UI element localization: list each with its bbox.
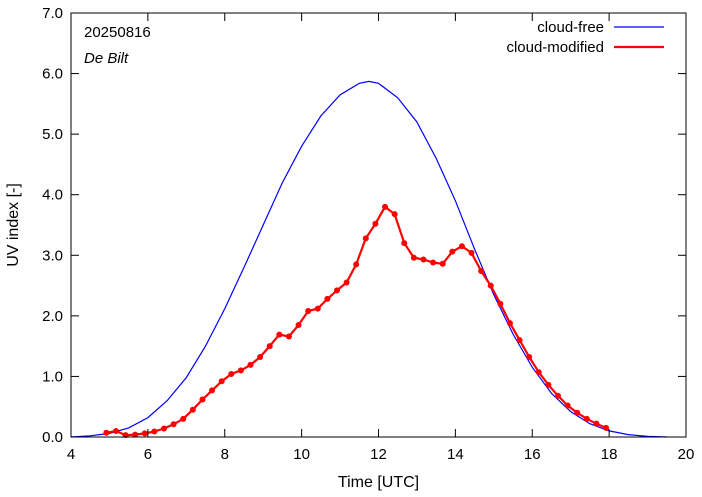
- legend-label-cloud-modified: cloud-modified: [506, 39, 604, 56]
- data-point-cloud-modified: [401, 240, 408, 247]
- x-tick-label: 14: [447, 446, 464, 463]
- data-point-cloud-modified: [237, 367, 244, 374]
- data-point-cloud-modified: [199, 396, 206, 403]
- y-tick-label: 5.0: [42, 126, 63, 143]
- data-point-cloud-modified: [333, 287, 340, 294]
- data-point-cloud-modified: [343, 279, 350, 286]
- y-axis-ticks: 0.0 1.0 2.0 3.0 4.0 5.0 6.0 7.0: [42, 5, 686, 446]
- data-point-cloud-modified: [574, 409, 581, 416]
- data-point-cloud-modified: [583, 415, 590, 422]
- data-point-cloud-modified: [362, 235, 369, 242]
- data-point-cloud-modified: [353, 261, 360, 268]
- data-point-cloud-modified: [555, 392, 562, 399]
- legend: cloud-free cloud-modified: [506, 19, 664, 56]
- x-tick-label: 8: [221, 446, 229, 463]
- data-point-cloud-modified: [458, 243, 465, 250]
- data-point-cloud-modified: [564, 402, 571, 409]
- data-point-cloud-modified: [247, 361, 254, 368]
- data-point-cloud-modified: [141, 430, 148, 437]
- plot-frame: [70, 12, 687, 438]
- x-tick-label: 16: [524, 446, 541, 463]
- data-point-cloud-modified: [603, 424, 610, 431]
- x-tick-label: 18: [601, 446, 618, 463]
- data-point-cloud-modified: [420, 256, 427, 263]
- data-point-cloud-modified: [257, 354, 264, 361]
- data-point-cloud-modified: [545, 381, 552, 388]
- y-tick-label: 1.0: [42, 368, 63, 385]
- data-point-cloud-modified: [478, 268, 485, 275]
- data-point-cloud-modified: [372, 220, 379, 227]
- data-point-cloud-modified: [218, 378, 225, 385]
- x-tick-label: 6: [144, 446, 152, 463]
- series-line-cloud-modified: [106, 205, 607, 437]
- data-point-cloud-modified: [497, 300, 504, 307]
- y-tick-label: 4.0: [42, 187, 63, 204]
- data-point-cloud-modified: [526, 354, 533, 361]
- data-point-cloud-modified: [535, 369, 542, 376]
- legend-label-cloud-free: cloud-free: [537, 19, 604, 36]
- data-point-cloud-modified: [266, 343, 273, 350]
- data-point-cloud-modified: [161, 425, 168, 432]
- station-annotation: De Bilt: [84, 50, 129, 67]
- data-point-cloud-modified: [112, 427, 119, 434]
- data-point-cloud-modified: [103, 429, 110, 436]
- data-point-cloud-modified: [391, 211, 398, 218]
- x-tick-label: 20: [678, 446, 695, 463]
- x-axis-label: Time [UTC]: [338, 474, 419, 491]
- y-tick-label: 6.0: [42, 66, 63, 83]
- x-axis-ticks: 4 6 8 10 12 14 16 18 20: [67, 13, 695, 463]
- data-point-cloud-modified: [430, 259, 437, 266]
- data-point-cloud-modified: [228, 371, 235, 378]
- data-point-cloud-modified: [132, 431, 139, 438]
- data-point-cloud-modified: [170, 421, 177, 428]
- plot-area: [70, 80, 667, 439]
- data-point-cloud-modified: [449, 248, 456, 255]
- y-tick-label: 0.0: [42, 429, 63, 446]
- data-point-cloud-modified: [180, 415, 187, 422]
- data-point-cloud-modified: [151, 428, 158, 435]
- x-tick-label: 10: [293, 446, 310, 463]
- data-point-cloud-modified: [324, 295, 331, 302]
- data-point-cloud-modified: [305, 308, 312, 315]
- y-tick-label: 7.0: [42, 5, 63, 22]
- x-tick-label: 4: [67, 446, 75, 463]
- date-annotation: 20250816: [84, 24, 151, 41]
- data-point-cloud-modified: [439, 260, 446, 267]
- series-line-cloud-free: [70, 80, 667, 438]
- y-axis-label: UV index [-]: [5, 183, 22, 267]
- data-point-cloud-modified: [593, 420, 600, 427]
- x-tick-label: 12: [370, 446, 387, 463]
- data-point-cloud-modified: [276, 331, 283, 338]
- data-point-cloud-modified: [506, 320, 513, 327]
- data-point-cloud-modified: [209, 387, 216, 394]
- data-point-cloud-modified: [468, 249, 475, 256]
- data-point-cloud-modified: [382, 203, 389, 210]
- y-tick-label: 2.0: [42, 308, 63, 325]
- data-point-cloud-modified: [189, 406, 196, 413]
- data-point-cloud-modified: [410, 254, 417, 261]
- data-point-cloud-modified: [314, 305, 321, 312]
- data-point-cloud-modified: [516, 337, 523, 344]
- data-point-cloud-modified: [295, 321, 302, 328]
- data-point-cloud-modified: [487, 282, 494, 289]
- data-point-cloud-modified: [285, 333, 292, 340]
- y-tick-label: 3.0: [42, 247, 63, 264]
